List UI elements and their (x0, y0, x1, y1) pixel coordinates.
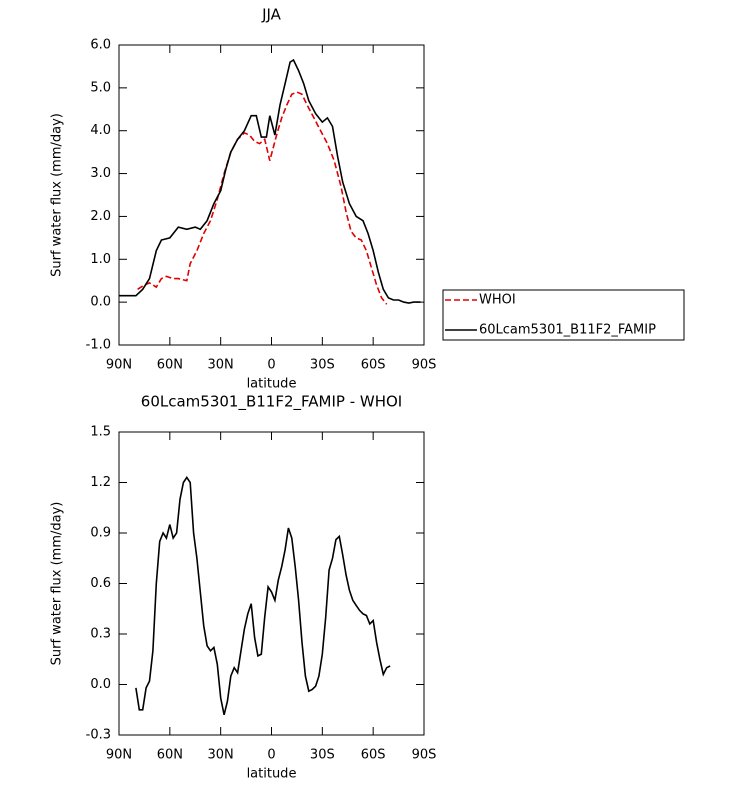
y-tick-label: 0.0 (90, 677, 111, 692)
y-tick-label: 3.0 (90, 166, 111, 181)
x-tick-label: 30N (208, 748, 234, 763)
x-tick-label: 60S (361, 358, 386, 373)
y-axis-label: Surf water flux (mm/day) (50, 113, 65, 277)
x-tick-label: 30S (310, 748, 335, 763)
data-line (135, 475, 391, 715)
data-line (119, 58, 421, 304)
x-tick-label: 0 (267, 748, 275, 763)
plot-frame (118, 44, 425, 346)
legend-label: WHOI (479, 293, 516, 308)
y-tick-label: 1.0 (90, 252, 111, 267)
x-tick-label: 0 (267, 358, 275, 373)
x-tick-label: 60N (157, 358, 183, 373)
y-tick-label: 6.0 (90, 38, 111, 53)
x-tick-label: 30N (208, 358, 234, 373)
y-tick-label: 1.2 (90, 475, 111, 490)
x-tick-label: 90S (412, 358, 437, 373)
chart-title: JJA (261, 6, 282, 24)
x-tick-label: 90N (106, 358, 132, 373)
plot-frame (118, 431, 425, 736)
y-tick-label: 5.0 (90, 80, 111, 95)
legend-label: 60Lcam5301_B11F2_FAMIP (479, 323, 656, 338)
x-axis-label: latitude (247, 767, 297, 782)
x-tick-label: 90N (106, 748, 132, 763)
y-tick-label: 2.0 (90, 209, 111, 224)
y-tick-label: 0.9 (90, 526, 111, 541)
y-tick-label: 0.0 (90, 295, 111, 310)
y-tick-label: 4.0 (90, 123, 111, 138)
y-tick-label: 0.6 (90, 576, 111, 591)
data-line (137, 91, 388, 305)
x-axis-label: latitude (247, 377, 297, 392)
y-tick-label: 0.3 (90, 627, 111, 642)
y-tick-label: 1.5 (90, 425, 111, 440)
x-tick-label: 60S (361, 748, 386, 763)
y-tick-label: -1.0 (86, 338, 111, 353)
y-tick-label: -0.3 (86, 728, 111, 743)
x-tick-label: 90S (412, 748, 437, 763)
y-axis-label: Surf water flux (mm/day) (50, 502, 65, 666)
x-tick-label: 30S (310, 358, 335, 373)
chart-title: 60Lcam5301_B11F2_FAMIP - WHOI (141, 393, 402, 412)
x-tick-label: 60N (157, 748, 183, 763)
legend-box (442, 289, 685, 341)
